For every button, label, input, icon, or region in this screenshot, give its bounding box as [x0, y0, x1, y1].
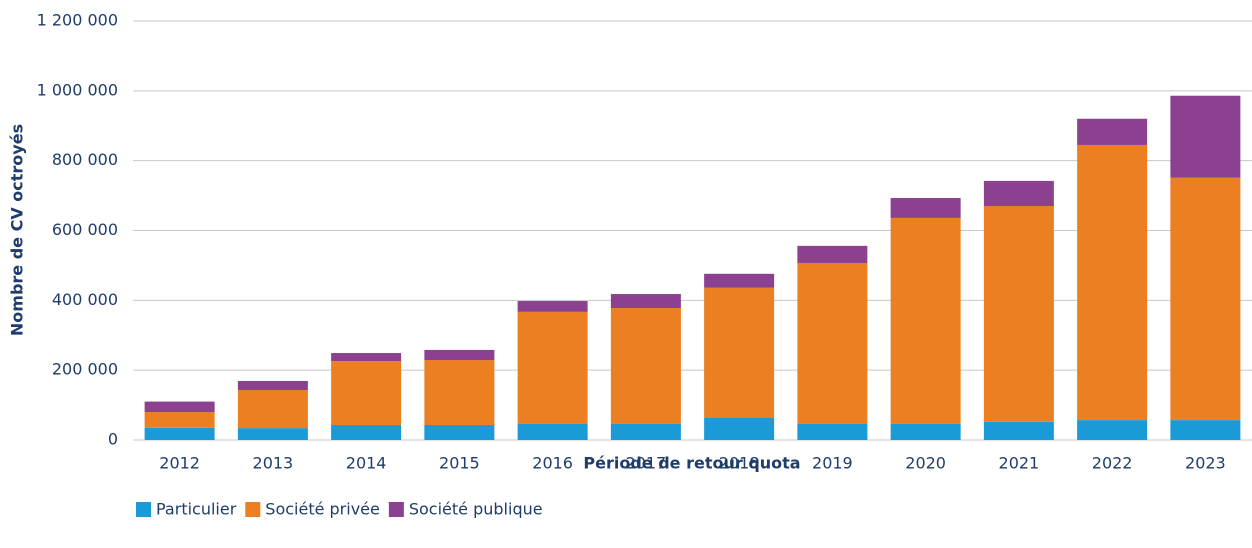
bar-segment — [1077, 420, 1148, 440]
x-tick-label: 2015 — [439, 454, 480, 473]
bar-segment — [890, 217, 961, 424]
x-tick-label: 2017 — [626, 454, 667, 473]
x-axis-title: Période de retour quota — [583, 454, 800, 473]
bar-segment — [610, 294, 681, 309]
bar-segment — [517, 301, 588, 312]
x-tick-label: 2014 — [346, 454, 387, 473]
bar-segment — [144, 412, 215, 428]
y-tick-label: 0 — [108, 430, 118, 449]
bar-segment — [237, 390, 308, 429]
bar-segment — [1077, 144, 1148, 421]
legend-swatch — [245, 502, 261, 517]
bar-segment — [610, 423, 681, 440]
bar-segment — [331, 361, 402, 425]
bar-segment — [331, 353, 402, 362]
bar-segment — [144, 401, 215, 413]
y-tick-label: 800 000 — [52, 150, 118, 169]
bar-segment — [517, 311, 588, 424]
bar-segment — [144, 427, 215, 440]
x-tick-label: 2012 — [159, 454, 200, 473]
x-tick-label: 2022 — [1092, 454, 1133, 473]
bar-segment — [983, 206, 1054, 422]
bar-segment — [983, 180, 1054, 207]
bar-segment — [610, 308, 681, 424]
bar-segment — [704, 273, 775, 288]
legend-label: Société publique — [409, 500, 543, 519]
bar-segment — [424, 349, 495, 361]
y-tick-label: 1 000 000 — [37, 80, 118, 99]
y-tick-label: 400 000 — [52, 290, 118, 309]
x-tick-label: 2018 — [719, 454, 760, 473]
bar-segment — [424, 424, 495, 440]
bar-segment — [331, 424, 402, 440]
bar-segment — [797, 423, 868, 440]
y-tick-label: 1 200 000 — [37, 11, 118, 30]
legend-swatch — [388, 502, 404, 517]
bar-segment — [1170, 95, 1241, 178]
x-tick-label: 2023 — [1185, 454, 1226, 473]
x-tick-label: 2016 — [532, 454, 573, 473]
bar-segment — [424, 360, 495, 425]
bar-segment — [1170, 420, 1241, 440]
bar-segment — [704, 418, 775, 440]
bar-segment — [237, 428, 308, 440]
legend-label: Particulier — [156, 500, 237, 519]
x-tick-label: 2019 — [812, 454, 853, 473]
y-tick-label: 600 000 — [52, 220, 118, 239]
bar-segment — [890, 423, 961, 440]
legend-label: Société privée — [265, 500, 380, 519]
bar-segment — [890, 198, 961, 218]
bar-segment — [797, 262, 868, 424]
bar-segment — [704, 287, 775, 419]
y-axis-title: Nombre de CV octroyés — [8, 124, 27, 336]
x-tick-label: 2013 — [253, 454, 294, 473]
bar-segment — [983, 421, 1054, 440]
y-tick-label: 200 000 — [52, 360, 118, 379]
x-tick-label: 2021 — [999, 454, 1040, 473]
bar-segment — [1170, 177, 1241, 421]
legend-swatch — [136, 502, 151, 517]
bar-segment — [517, 423, 588, 440]
bar-segment — [237, 380, 308, 391]
x-tick-label: 2020 — [905, 454, 946, 473]
bar-segment — [1077, 118, 1148, 145]
bar-segment — [797, 245, 868, 263]
